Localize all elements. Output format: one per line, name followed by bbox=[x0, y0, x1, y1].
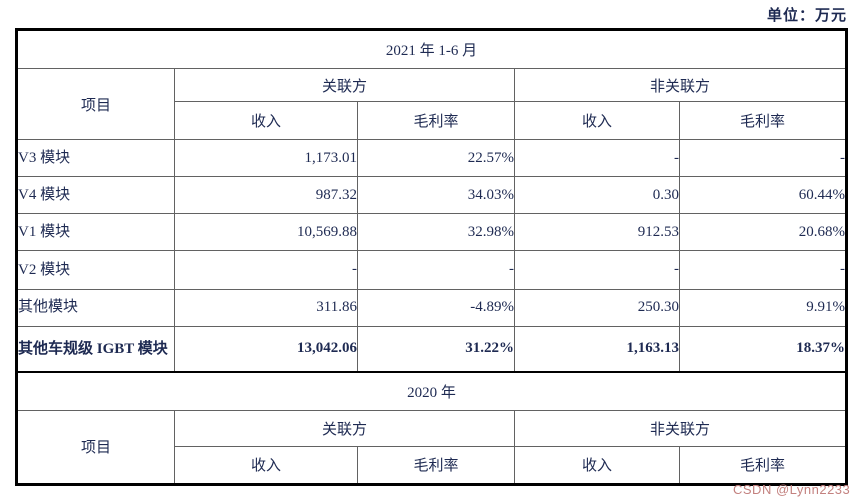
subheader-nonrelated-margin-2020: 毛利率 bbox=[678, 445, 848, 486]
cell-value: - bbox=[678, 139, 848, 178]
cell-value: 987.32 bbox=[174, 176, 358, 215]
subheader-related-revenue-2020: 收入 bbox=[174, 445, 358, 486]
cell-value: -4.89% bbox=[357, 288, 515, 327]
row-item-label: V2 模块 bbox=[16, 250, 175, 290]
cell-value: 250.30 bbox=[514, 288, 680, 327]
cell-value: 13,042.06 bbox=[174, 325, 358, 373]
cell-value: 20.68% bbox=[678, 213, 848, 252]
cell-value: - bbox=[174, 250, 358, 290]
row-item-label: V3 模块 bbox=[16, 139, 175, 178]
cell-value: 10,569.88 bbox=[174, 213, 358, 252]
group-header-related: 关联方 bbox=[174, 68, 515, 103]
cell-value: - bbox=[514, 250, 680, 290]
cell-value: 60.44% bbox=[678, 176, 848, 215]
item-column-header: 项目 bbox=[16, 68, 175, 141]
cell-value: 34.03% bbox=[357, 176, 515, 215]
row-item-label: 其他车规级 IGBT 模块 bbox=[16, 325, 175, 373]
group-header-nonrelated-2020: 非关联方 bbox=[513, 409, 848, 447]
group-header-nonrelated: 非关联方 bbox=[513, 68, 848, 103]
cell-value: - bbox=[678, 250, 848, 290]
row-item-label: V4 模块 bbox=[16, 176, 175, 215]
financial-table: 2021 年 1-6 月 项目 关联方 非关联方 收入 毛利率 收入 毛利率 V… bbox=[15, 28, 849, 486]
subheader-nonrelated-margin: 毛利率 bbox=[678, 101, 848, 141]
table-row-total: 其他车规级 IGBT 模块 13,042.06 31.22% 1,163.13 … bbox=[16, 325, 848, 373]
cell-value: 311.86 bbox=[174, 288, 358, 327]
unit-label: 单位：万元 bbox=[766, 8, 847, 24]
table-row: V2 模块 - - - - bbox=[16, 250, 848, 290]
group-header-related-2020: 关联方 bbox=[174, 409, 515, 447]
table-row: V4 模块 987.32 34.03% 0.30 60.44% bbox=[16, 176, 848, 215]
subheader-related-revenue: 收入 bbox=[174, 101, 358, 141]
cell-value: 9.91% bbox=[678, 288, 848, 327]
cell-value: 22.57% bbox=[357, 139, 515, 178]
row-item-label: V1 模块 bbox=[16, 213, 175, 252]
cell-value: - bbox=[357, 250, 515, 290]
cell-value: 18.37% bbox=[678, 325, 848, 373]
subheader-related-margin-2020: 毛利率 bbox=[357, 445, 515, 486]
subheader-nonrelated-revenue: 收入 bbox=[514, 101, 680, 141]
table-row: V3 模块 1,173.01 22.57% - - bbox=[16, 139, 848, 178]
cell-value: 31.22% bbox=[357, 325, 515, 373]
row-item-label: 其他模块 bbox=[16, 288, 175, 327]
cell-value: 0.30 bbox=[514, 176, 680, 215]
table-row: 其他模块 311.86 -4.89% 250.30 9.91% bbox=[16, 288, 848, 327]
subheader-related-margin: 毛利率 bbox=[357, 101, 515, 141]
period-header-2021: 2021 年 1-6 月 bbox=[15, 28, 848, 70]
table-row: V1 模块 10,569.88 32.98% 912.53 20.68% bbox=[16, 213, 848, 252]
cell-value: 32.98% bbox=[357, 213, 515, 252]
item-column-header-2020: 项目 bbox=[16, 409, 175, 486]
cell-value: - bbox=[514, 139, 680, 178]
cell-value: 1,173.01 bbox=[174, 139, 358, 178]
period-header-2020: 2020 年 bbox=[15, 371, 848, 411]
watermark: CSDN @Lynn2233 bbox=[733, 482, 851, 497]
subheader-nonrelated-revenue-2020: 收入 bbox=[514, 445, 680, 486]
cell-value: 912.53 bbox=[514, 213, 680, 252]
cell-value: 1,163.13 bbox=[514, 325, 680, 373]
